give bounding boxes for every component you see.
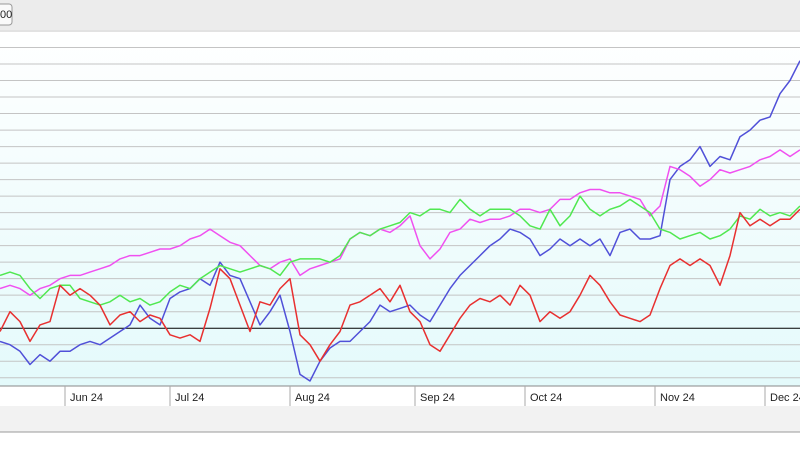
toolbar-button[interactable] [0, 3, 13, 26]
x-tick-label: Dec 24 [770, 392, 800, 404]
series-line [0, 208, 800, 362]
x-tick-label: Jun 24 [70, 392, 103, 404]
x-tick-label: Oct 24 [530, 392, 562, 404]
x-tick-label: Nov 24 [660, 392, 695, 404]
series-line [0, 149, 800, 296]
plot-area [0, 30, 800, 386]
series-line [0, 195, 800, 306]
button-label[interactable]: 00 [0, 9, 12, 21]
x-axis-band [0, 386, 800, 406]
footer [0, 406, 800, 432]
x-tick-label: Jul 24 [175, 392, 204, 404]
toolbar [0, 0, 800, 30]
series-line [0, 60, 800, 382]
x-tick-label: Sep 24 [420, 392, 455, 404]
x-tick-label: Aug 24 [295, 392, 330, 404]
plot: Jun 24 Jul 24 Aug 24 Sep 24 Oct 24 Nov 24 Dec … [0, 30, 800, 406]
